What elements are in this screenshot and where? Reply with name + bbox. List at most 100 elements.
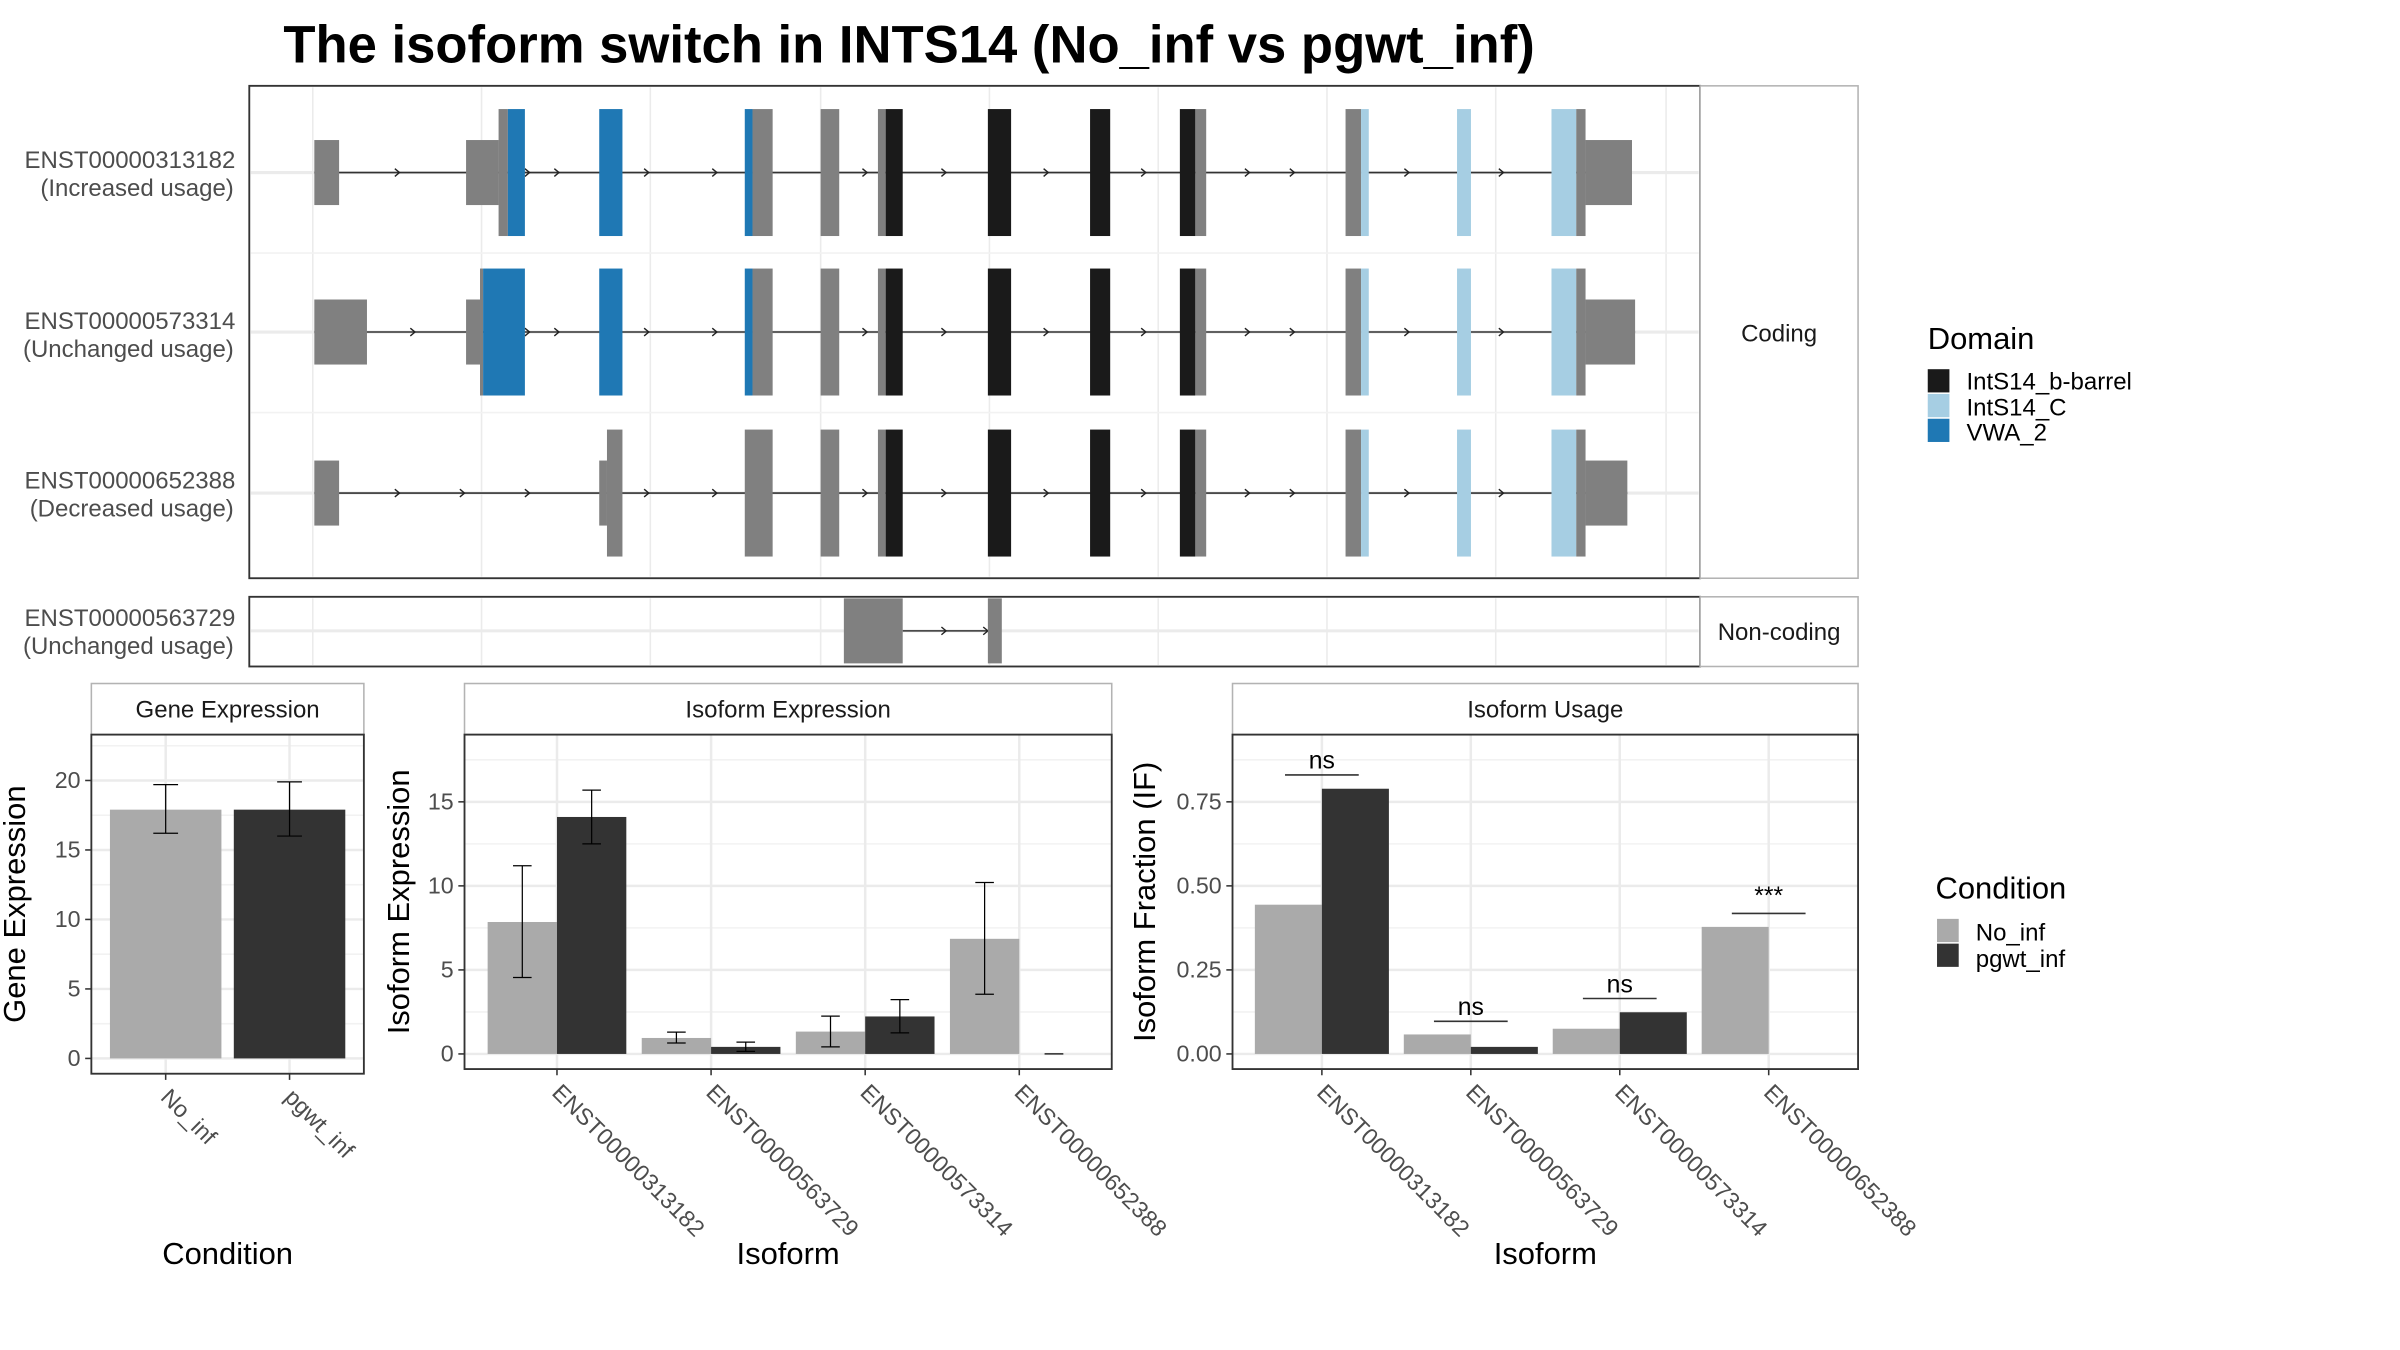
domain-exon <box>1090 268 1111 396</box>
exon <box>820 429 840 557</box>
intron-arrow-icon <box>643 327 650 337</box>
domain-exon <box>1179 109 1196 237</box>
y-axis-title: Isoform Fraction (IF) <box>1127 762 1162 1042</box>
intron-arrow-icon <box>1140 327 1147 337</box>
exon <box>877 268 886 396</box>
intron-arrow-icon <box>524 168 531 177</box>
bar <box>109 809 222 1059</box>
legend-label: IntS14_b-barrel <box>1966 368 2131 395</box>
noncoding-strip <box>1699 596 1859 668</box>
chart-title: Gene Expression <box>136 697 320 724</box>
figure-title: The isoform switch in INTS14 (No_inf vs … <box>283 16 1534 75</box>
intron-arrow-icon <box>1043 488 1050 498</box>
y-tick-label: 0.75 <box>1176 789 1221 815</box>
intron-arrow-icon <box>524 327 531 337</box>
plot-border <box>90 733 365 1075</box>
y-tick-label: 0 <box>441 1041 454 1067</box>
intron-arrow-icon <box>394 168 401 177</box>
exon <box>752 268 773 396</box>
exon <box>1195 429 1207 557</box>
intron-arrow-icon <box>1498 327 1505 337</box>
y-tick-label: 0.50 <box>1176 873 1221 899</box>
utr-exon <box>466 140 499 206</box>
x-tick-label: ENST00000652388 <box>1759 1079 1922 1242</box>
isoform-expression-chart: Isoform Expression051015ENST00000313182E… <box>381 682 1173 1271</box>
legend-key-vwa2 <box>1927 418 1950 442</box>
intron-arrow-icon <box>862 327 869 337</box>
domain-exon <box>1457 109 1471 237</box>
exon <box>1345 429 1362 557</box>
domain-exon <box>987 429 1012 557</box>
domain-exon <box>507 109 525 237</box>
utr-exon <box>314 299 367 365</box>
domain-exon <box>987 268 1012 396</box>
transcript-usage: (Unchanged usage) <box>23 336 234 363</box>
x-tick-label: ENST00000573314 <box>855 1079 1018 1242</box>
exon <box>1195 268 1207 396</box>
y-tick-label: 5 <box>68 976 81 1002</box>
domain-exon <box>1179 268 1196 396</box>
domain-exon <box>1361 109 1369 237</box>
utr-exon <box>1585 299 1636 365</box>
y-axis-title: Gene Expression <box>0 785 32 1022</box>
intron-arrow-icon <box>1289 168 1296 177</box>
exon <box>1345 109 1362 237</box>
intron-arrow-icon <box>1244 327 1251 337</box>
legend-key-b-barrel <box>1927 369 1950 393</box>
y-tick-label: 0 <box>68 1045 81 1071</box>
intron-arrow-icon <box>409 327 417 337</box>
chart-title: Isoform Usage <box>1467 697 1623 724</box>
intron-arrow-icon <box>1289 327 1296 337</box>
exon <box>877 429 886 557</box>
legend-label: pgwt_inf <box>1976 946 2066 973</box>
intron-arrow-icon <box>1403 488 1411 498</box>
x-tick-label: ENST00000652388 <box>1010 1079 1173 1242</box>
transcript-structure-panel <box>248 84 1702 668</box>
domain-legend: Domain IntS14_b-barrel IntS14_C VWA_2 <box>1927 321 2132 446</box>
domain-exon <box>744 268 753 396</box>
exon <box>606 429 623 557</box>
intron-arrow-icon <box>711 327 718 337</box>
intron-arrow-icon <box>459 488 466 498</box>
intron-arrow-icon <box>940 488 948 498</box>
bar <box>641 1037 712 1054</box>
coding-strip-label: Coding <box>1741 320 1817 347</box>
isoform-usage-chart: Isoform Usage 0.00 0.25 0.50 0.75 ns ns ns *** EN… <box>1127 682 1922 1271</box>
transcript-usage: (Increased usage) <box>40 175 233 202</box>
intron-arrow-icon <box>643 168 650 177</box>
bar <box>1321 788 1389 1054</box>
x-tick-label: ENST00000573314 <box>1610 1079 1773 1242</box>
x-axis-title: Condition <box>162 1236 293 1271</box>
intron-arrow-icon <box>1289 488 1296 498</box>
exon <box>480 268 484 396</box>
y-tick-label: 15 <box>428 789 454 815</box>
x-tick-label: ENST00000563729 <box>1461 1079 1624 1242</box>
domain-exon <box>987 109 1012 237</box>
intron-arrow-icon <box>940 168 948 177</box>
x-tick-label: No_inf <box>156 1084 222 1150</box>
utr-exon <box>314 460 340 526</box>
utr-exon <box>466 299 480 365</box>
x-tick-label: ENST00000563729 <box>701 1079 864 1242</box>
intron-arrow-icon <box>711 168 718 177</box>
y-tick-label: 15 <box>55 837 81 863</box>
intron-arrow-icon <box>1244 168 1251 177</box>
bar <box>1470 1046 1538 1054</box>
exon <box>752 109 773 237</box>
chart-title: Isoform Expression <box>685 697 890 724</box>
utr-exon <box>599 460 607 526</box>
intron-arrow-icon <box>940 327 948 337</box>
exon <box>1345 268 1362 396</box>
domain-exon <box>1551 268 1577 396</box>
bar <box>556 816 627 1054</box>
exon <box>1576 109 1586 237</box>
bar <box>1254 904 1322 1054</box>
transcript-usage: (Unchanged usage) <box>23 633 234 660</box>
intron-arrow-icon <box>1498 168 1505 177</box>
intron-arrow-icon <box>1140 168 1147 177</box>
intron-arrow-icon <box>553 168 561 177</box>
y-tick-label: 20 <box>55 767 81 793</box>
domain-exon <box>1361 429 1369 557</box>
intron-arrow-icon <box>1043 327 1050 337</box>
exon <box>744 429 773 557</box>
